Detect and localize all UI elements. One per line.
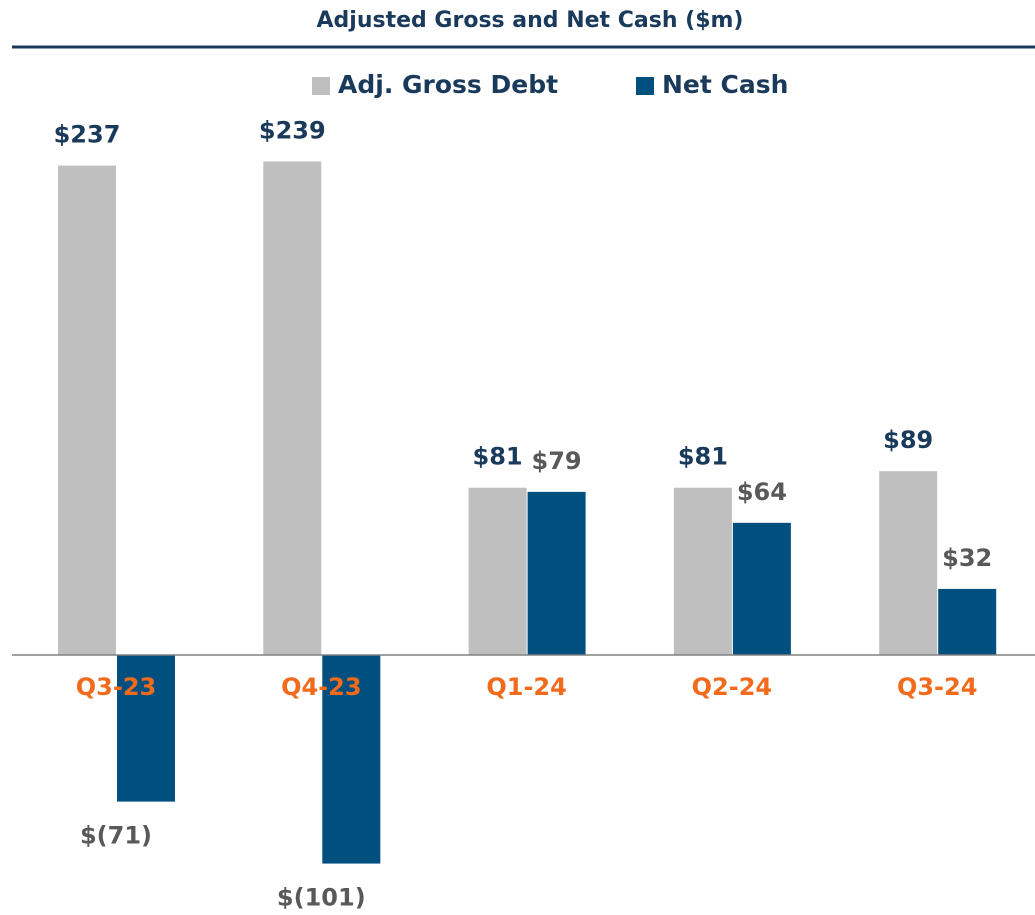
x-tick-label: Q3-24 bbox=[897, 673, 977, 701]
bar bbox=[938, 588, 997, 655]
bar bbox=[527, 491, 586, 655]
x-tick-label: Q4-23 bbox=[281, 673, 361, 701]
bar bbox=[263, 161, 322, 655]
data-label: $(71) bbox=[80, 822, 152, 850]
legend-swatch bbox=[312, 77, 330, 95]
data-label: $64 bbox=[737, 478, 787, 506]
bar bbox=[117, 655, 175, 802]
x-tick-label: Q2-24 bbox=[692, 673, 772, 701]
bar bbox=[58, 165, 116, 655]
bar bbox=[322, 655, 381, 864]
legend-label: Net Cash bbox=[662, 70, 788, 99]
legend-swatch bbox=[636, 77, 654, 95]
bar bbox=[468, 487, 527, 655]
bar bbox=[732, 522, 791, 655]
data-label: $81 bbox=[473, 443, 523, 471]
x-tick-label: Q3-23 bbox=[76, 673, 156, 701]
x-tick-label: Q1-24 bbox=[486, 673, 566, 701]
data-label: $81 bbox=[678, 443, 728, 471]
legend-label: Adj. Gross Debt bbox=[338, 70, 558, 99]
chart-title: Adjusted Gross and Net Cash ($m) bbox=[317, 8, 744, 33]
bar bbox=[879, 471, 938, 655]
data-label: $32 bbox=[942, 544, 992, 572]
data-label: $89 bbox=[883, 426, 933, 454]
data-label: $237 bbox=[54, 121, 121, 149]
data-label: $79 bbox=[532, 447, 582, 475]
data-label: $239 bbox=[259, 116, 326, 144]
bar bbox=[673, 487, 732, 655]
data-label: $(101) bbox=[277, 884, 366, 912]
